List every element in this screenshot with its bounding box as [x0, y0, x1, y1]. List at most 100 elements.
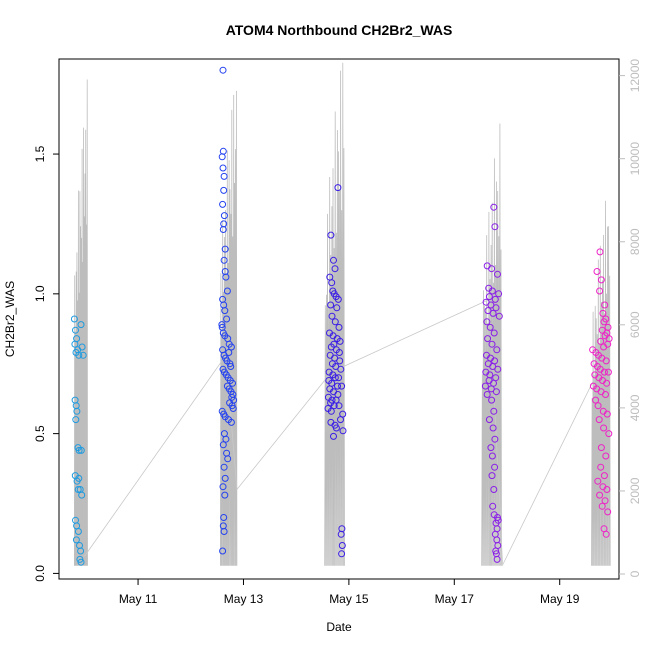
data-point	[494, 270, 501, 278]
data-point	[489, 502, 497, 510]
data-point	[488, 265, 496, 273]
data-point	[334, 184, 342, 192]
data-point	[71, 340, 79, 348]
x-axis-label: Date	[326, 620, 352, 634]
data-point	[334, 382, 341, 390]
data-point	[602, 391, 609, 398]
x-axis: May 11 May 13 May 15 May 17 May 19	[119, 579, 580, 606]
data-point	[595, 416, 603, 424]
data-point	[335, 323, 343, 331]
data-point	[487, 385, 495, 393]
data-point	[78, 343, 86, 351]
data-point	[488, 396, 496, 404]
data-point	[492, 547, 500, 555]
data-point	[220, 186, 228, 194]
data-point	[337, 530, 345, 538]
data-point	[597, 463, 605, 471]
data-point	[603, 379, 611, 387]
data-point	[602, 452, 610, 460]
data-point	[220, 514, 228, 521]
data-point	[331, 374, 339, 382]
data-point	[338, 382, 346, 390]
altitude-profile	[219, 90, 238, 566]
data-point	[491, 463, 499, 471]
data-point	[483, 391, 491, 398]
data-point	[491, 435, 499, 443]
data-point	[600, 424, 608, 432]
data-point	[603, 410, 611, 418]
data-point	[222, 435, 230, 443]
y-tick-label: 1.0	[33, 285, 47, 302]
data-point	[493, 346, 501, 354]
data-point	[489, 424, 497, 432]
data-point	[77, 321, 85, 329]
data-point	[488, 340, 496, 348]
data-point	[492, 304, 500, 312]
data-point	[597, 444, 605, 452]
data-point	[334, 295, 342, 303]
data-point	[484, 335, 492, 343]
data-point	[72, 536, 80, 544]
data-point	[336, 337, 344, 345]
data-point	[219, 66, 227, 74]
data-point	[594, 477, 602, 485]
data-point	[220, 256, 228, 264]
data-point	[328, 279, 336, 287]
data-point	[336, 357, 344, 365]
data-point	[221, 491, 229, 499]
altitude-layer	[74, 62, 611, 566]
data-point	[335, 402, 343, 410]
data-point	[333, 304, 341, 312]
data-point	[223, 315, 231, 323]
data-point	[229, 379, 236, 387]
data-point	[223, 287, 231, 295]
data-point	[330, 256, 337, 264]
chart-title: ATOM4 Northbound CH2Br2_WAS	[226, 22, 453, 38]
data-point	[599, 309, 607, 317]
data-point	[331, 318, 339, 326]
y2-tick-label: 0	[628, 570, 642, 577]
altitude-profile	[591, 200, 611, 566]
x-tick-label: May 15	[329, 592, 369, 606]
data-point	[327, 231, 335, 239]
data-point	[79, 351, 87, 359]
data-point	[490, 203, 498, 211]
data-point	[491, 223, 499, 231]
data-point	[486, 323, 494, 331]
data-point	[489, 309, 497, 317]
data-point	[596, 248, 604, 256]
data-point	[72, 416, 80, 424]
data-point	[335, 374, 343, 382]
data-point	[327, 407, 335, 415]
data-point	[601, 497, 609, 505]
data-point	[603, 486, 611, 493]
data-point	[338, 542, 346, 549]
data-point	[337, 365, 345, 373]
y2-tick-label: 6000	[628, 311, 642, 338]
data-point	[74, 528, 82, 535]
y2-tick-label: 4000	[628, 394, 642, 421]
data-point	[598, 502, 606, 510]
data-point	[74, 486, 82, 493]
data-point	[70, 315, 78, 323]
data-point	[338, 550, 346, 558]
data-point	[77, 547, 85, 555]
altitude-profile	[324, 62, 345, 566]
data-point	[72, 326, 79, 334]
plot-frame	[58, 58, 620, 580]
data-point	[330, 432, 337, 440]
data-point	[227, 363, 235, 370]
data-point	[485, 293, 493, 301]
data-point	[327, 301, 335, 309]
data-point	[488, 472, 496, 480]
data-point	[328, 312, 336, 320]
data-point	[218, 153, 226, 161]
data-point	[77, 558, 85, 566]
y-tick-label: 1.5	[33, 145, 47, 162]
data-point	[483, 318, 491, 326]
data-point	[604, 368, 612, 376]
data-point	[601, 301, 609, 309]
data-point	[600, 368, 608, 376]
data-point	[219, 547, 227, 555]
left-y-axis: 0.0 0.5 1.0 1.5	[33, 145, 59, 582]
